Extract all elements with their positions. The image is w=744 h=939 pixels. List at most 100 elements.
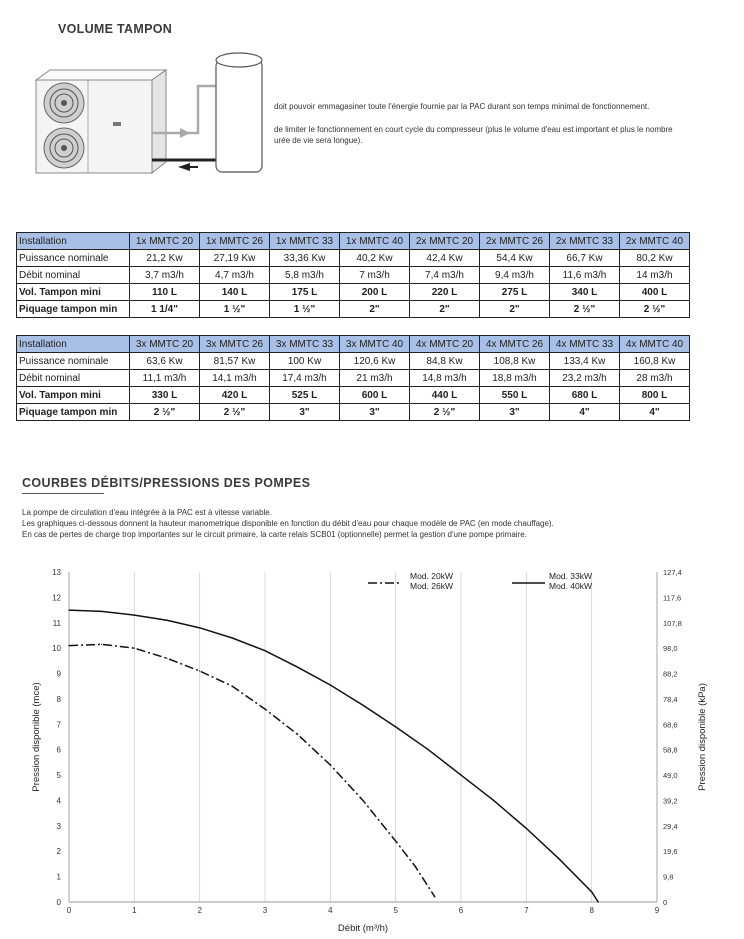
table-row: Installation 3x MMTC 20 3x MMTC 26 3x MMTC … [16, 335, 690, 353]
table-cell: 600 L [339, 386, 410, 404]
table-cell: 81,57 Kw [199, 352, 270, 370]
table-cell: 3x MMTC 20 [129, 335, 200, 353]
row-label: Piquage tampon min [16, 300, 130, 318]
data-point [166, 619, 168, 621]
buffer-tank-icon [215, 52, 263, 173]
table-cell: 3x MMTC 26 [199, 335, 270, 353]
y-tick-label: 10 [52, 644, 61, 653]
data-point [68, 609, 70, 611]
table-cell: 4x MMTC 33 [549, 335, 620, 353]
table-cell: 7,4 m3/h [409, 266, 480, 284]
y-tick-label: 13 [52, 568, 61, 577]
table-cell: 4,7 m3/h [199, 266, 270, 284]
table-cell: 3x MMTC 40 [339, 335, 410, 353]
x-tick-label: 4 [328, 906, 333, 915]
pipe-lines [152, 84, 216, 171]
y-right-tick-label: 127,4 [663, 568, 682, 577]
table-cell: 2 ½" [409, 403, 480, 421]
table-cell: 2" [479, 300, 550, 318]
table-cell: 27,19 Kw [199, 249, 270, 267]
buffer-text-1: doit pouvoir emmagasiner toute l'énergie… [274, 102, 650, 111]
row-label: Débit nominal [16, 369, 130, 387]
data-point [362, 799, 364, 802]
table-cell: 140 L [199, 283, 270, 301]
table-cell: 175 L [269, 283, 340, 301]
y-axis-label-right: Pression disponible (kPa) [697, 683, 708, 791]
y-right-tick-label: 29,4 [663, 822, 678, 831]
table-cell: 340 L [549, 283, 620, 301]
data-point [133, 647, 135, 649]
y-right-tick-label: 58,8 [663, 746, 678, 755]
data-point [329, 764, 331, 766]
table-row: Débit nominal 3,7 m3/h 4,7 m3/h 5,8 m3/h 7 m… [16, 266, 690, 284]
row-label: Puissance nominale [16, 249, 130, 267]
table-cell: 3" [269, 403, 340, 421]
section-title-volume-tampon: VOLUME TAMPON [58, 22, 173, 36]
table-row: Puissance nominale 21,2 Kw 27,19 Kw 33,36 K… [16, 249, 690, 267]
table-cell: 108,8 Kw [479, 352, 550, 370]
table-cell: 21,2 Kw [129, 249, 200, 267]
row-label: Piquage tampon min [16, 403, 130, 421]
table-row: Installation 1x MMTC 20 1x MMTC 26 1x MMTC … [16, 232, 690, 250]
y-tick-label: 9 [57, 670, 62, 679]
table-row: Débit nominal 11,1 m3/h 14,1 m3/h 17,4 m3/h… [16, 369, 690, 387]
legend-label: Mod. 40kW [549, 581, 592, 591]
table-cell: 4x MMTC 40 [619, 335, 690, 353]
legend-label: Mod. 26kW [410, 581, 453, 591]
table-cell: 17,4 m3/h [269, 369, 340, 387]
y-tick-label: 1 [57, 873, 62, 882]
row-label: Vol. Tampon mini [16, 283, 130, 301]
table-cell: 23,2 m3/h [549, 369, 620, 387]
row-label: Vol. Tampon mini [16, 386, 130, 404]
y-tick-label: 3 [57, 822, 62, 831]
table-cell: 133,4 Kw [549, 352, 620, 370]
data-point [395, 840, 397, 842]
table-cell: 2x MMTC 20 [409, 232, 480, 250]
y-tick-label: 5 [57, 771, 62, 780]
table-cell: 2" [409, 300, 480, 318]
table-cell: 11,1 m3/h [129, 369, 200, 387]
data-point [231, 685, 233, 687]
x-tick-label: 0 [67, 906, 72, 915]
data-point [434, 896, 436, 898]
table-cell: 2x MMTC 40 [619, 232, 690, 250]
table-cell: 1x MMTC 26 [199, 232, 270, 250]
table-cell: 330 L [129, 386, 200, 404]
table-cell: 4" [549, 403, 620, 421]
data-point [591, 891, 593, 893]
table-cell: 14,1 m3/h [199, 369, 270, 387]
table-cell: 14,8 m3/h [409, 369, 480, 387]
series-line-1 [68, 609, 599, 903]
y-tick-label: 7 [57, 720, 62, 729]
table-cell: 110 L [129, 283, 200, 301]
table-row: Puissance nominale 63,6 Kw 81,57 Kw 100 Kw 1… [16, 352, 690, 370]
data-point [362, 704, 364, 706]
table-cell: 120,6 Kw [339, 352, 410, 370]
table-cell: 2 ½" [199, 403, 270, 421]
table-cell: 42,4 Kw [409, 249, 480, 267]
table-cell: 680 L [549, 386, 620, 404]
x-tick-label: 1 [132, 906, 137, 915]
heat-pump-tank-illustration [34, 52, 263, 175]
data-point [395, 726, 397, 728]
buffer-text-2a: de limiter le fonctionnement en court cy… [274, 125, 673, 134]
legend-label: Mod. 33kW [549, 571, 592, 581]
y-right-tick-label: 98,0 [663, 644, 678, 653]
x-axis-label: Débit (m³/h) [338, 923, 388, 934]
table-cell: 9,4 m3/h [479, 266, 550, 284]
y-right-tick-label: 68,6 [663, 720, 678, 729]
x-tick-label: 8 [589, 906, 594, 915]
row-label: Installation [16, 232, 130, 250]
table-cell: 1x MMTC 40 [339, 232, 410, 250]
table-cell: 84,8 Kw [409, 352, 480, 370]
y-tick-label: 6 [57, 746, 62, 755]
data-point [264, 650, 266, 652]
x-tick-label: 7 [524, 906, 529, 915]
y-right-tick-label: 19,6 [663, 847, 678, 856]
data-point [101, 610, 103, 612]
table-cell: 7 m3/h [339, 266, 410, 284]
table-cell: 4x MMTC 26 [479, 335, 550, 353]
table-cell: 3x MMTC 33 [269, 335, 340, 353]
table-cell: 66,7 Kw [549, 249, 620, 267]
data-point [297, 666, 299, 668]
